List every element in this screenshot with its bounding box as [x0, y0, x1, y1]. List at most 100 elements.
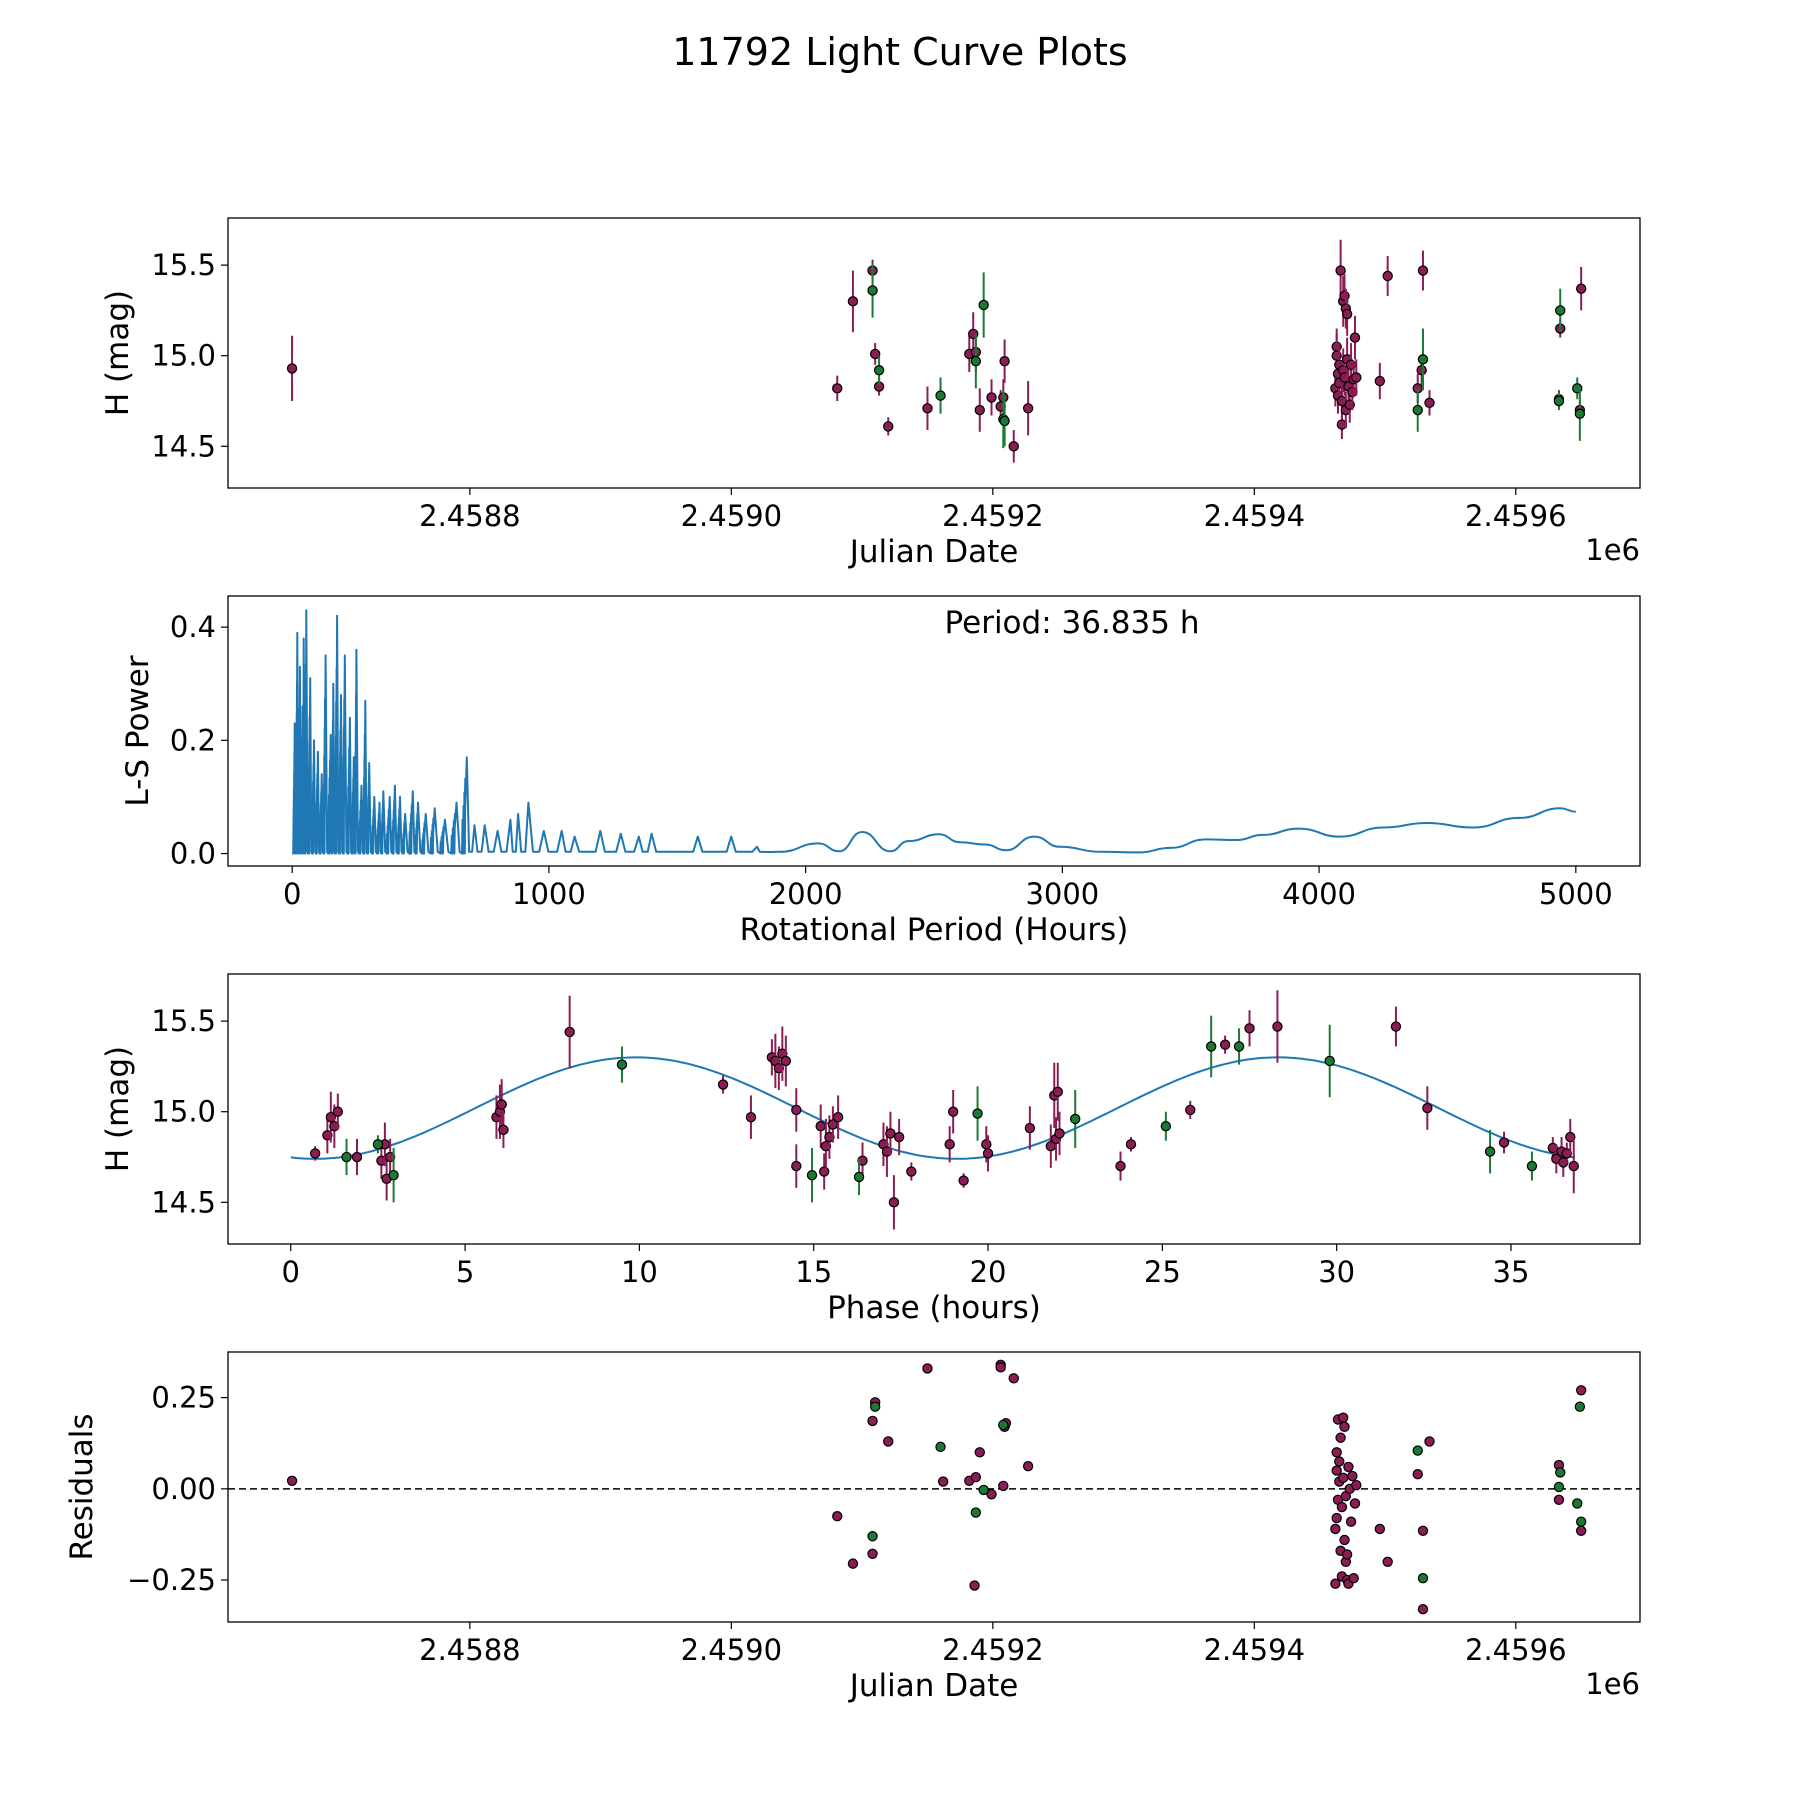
filter-green-point — [873, 365, 885, 376]
periodogram-x-ticks: 0 1000 2000 3000 4000 5000 — [283, 866, 1613, 911]
ls-power-series-line — [292, 609, 1576, 855]
filter-magenta-point — [564, 1026, 575, 1038]
residuals-panel: 2.4588 2.4590 2.4592 2.4594 2.4596 −0.25 0.00… — [64, 1351, 1641, 1704]
filter-magenta-point — [986, 392, 997, 403]
figure-title: 11792 Light Curve Plots — [672, 30, 1127, 74]
filter-magenta-point — [820, 1140, 832, 1152]
lightcurve-y-ticks: 14.5 15.0 15.5 — [151, 248, 228, 463]
filter-magenta-point — [309, 1148, 321, 1159]
filter-green-point — [1324, 1055, 1335, 1067]
filter-green-point — [978, 1484, 989, 1496]
filter-green-point — [867, 1531, 878, 1542]
residuals-axes-frame — [227, 1351, 1641, 1623]
filter-magenta-point — [322, 1130, 333, 1141]
x-tick-label: 2.4592 — [942, 1633, 1043, 1667]
x-tick-label: 2.4588 — [419, 1633, 520, 1667]
filter-green-point — [1233, 1041, 1245, 1052]
filter-magenta-point — [832, 383, 843, 394]
filter-magenta-point — [1334, 1456, 1345, 1467]
filter-magenta-point — [944, 1139, 955, 1150]
filter-magenta-point — [791, 1160, 802, 1172]
periodogram-panel: 0 1000 2000 3000 4000 5000 0.0 0.2 0.4 Period: … — [120, 595, 1641, 948]
filter-magenta-point — [974, 404, 985, 416]
filter-green-point — [978, 299, 989, 311]
filter-magenta-point — [969, 1580, 980, 1591]
filter-green-point — [869, 1401, 881, 1412]
filter-magenta-point — [496, 1099, 507, 1110]
periodogram-y-ticks: 0.0 0.2 0.4 — [170, 610, 228, 871]
x-tick-label: 2.4594 — [1204, 499, 1305, 533]
x-tick-label: 0 — [282, 1255, 300, 1289]
y-tick-label: 15.0 — [151, 339, 216, 373]
x-tick-label: 5000 — [1539, 877, 1613, 911]
lightcurve-y-label: H (mag) — [100, 290, 136, 416]
filter-magenta-point — [1547, 1142, 1559, 1154]
filter-magenta-point — [1331, 1465, 1342, 1476]
y-tick-label: 15.0 — [151, 1095, 216, 1129]
y-tick-label: 15.5 — [151, 248, 216, 282]
x-tick-label: 2.4596 — [1465, 499, 1566, 533]
x-tick-label: 2000 — [769, 877, 843, 911]
y-tick-label: 0.25 — [151, 1381, 216, 1415]
filter-magenta-point — [1565, 1131, 1576, 1143]
filter-magenta-point — [1417, 1604, 1429, 1615]
periodogram-data — [292, 609, 1576, 855]
filter-magenta-point — [883, 421, 894, 432]
phased-y-label: H (mag) — [100, 1046, 136, 1172]
filter-magenta-point — [885, 1128, 896, 1139]
y-tick-label: 0.4 — [170, 610, 216, 644]
filter-green-point — [853, 1171, 865, 1183]
filter-magenta-point — [1339, 1421, 1350, 1432]
filter-magenta-point — [1498, 1137, 1510, 1148]
filter-magenta-point — [958, 1175, 969, 1186]
filter-magenta-point — [1575, 283, 1587, 294]
filter-green-point — [388, 1169, 399, 1181]
residuals-y-ticks: −0.25 0.00 0.25 — [127, 1381, 228, 1597]
x-tick-label: 3000 — [1025, 877, 1099, 911]
filter-green-point — [1574, 1401, 1586, 1412]
residuals-y-label: Residuals — [64, 1413, 100, 1560]
filter-magenta-point — [1351, 372, 1362, 383]
filter-magenta-point — [974, 1447, 985, 1458]
residuals-data — [228, 1359, 1640, 1615]
x-tick-label: 0 — [283, 877, 301, 911]
filter-magenta-point — [922, 403, 933, 414]
filter-magenta-point — [1341, 308, 1353, 320]
filter-magenta-point — [1348, 1573, 1359, 1584]
filter-magenta-point — [1022, 1461, 1034, 1472]
filter-magenta-point — [1272, 1021, 1283, 1032]
filter-magenta-point — [1575, 1525, 1587, 1536]
filter-green-point — [1412, 404, 1423, 416]
filter-green-point — [1417, 354, 1429, 365]
filter-green-point — [1526, 1160, 1538, 1172]
filter-magenta-point — [1345, 1516, 1357, 1527]
filter-magenta-point — [791, 1104, 802, 1116]
filter-green-point — [1484, 1146, 1496, 1157]
filter-magenta-point — [1330, 1523, 1341, 1535]
lightcurve-x-ticks: 2.4588 2.4590 2.4592 2.4594 2.4596 — [419, 488, 1567, 533]
filter-green-point — [970, 355, 982, 367]
filter-green-point — [372, 1139, 384, 1150]
phased-y-ticks: 14.5 15.0 15.5 — [151, 1004, 228, 1219]
filter-magenta-point — [1412, 1469, 1423, 1480]
x-tick-label: 2.4588 — [419, 499, 520, 533]
filter-magenta-point — [922, 1363, 933, 1374]
fit-model-curve — [290, 1056, 1576, 1160]
phased-panel: 0 5 10 15 20 25 30 35 14.5 15.0 15.5 Phase (hours… — [100, 973, 1641, 1326]
phased-axes-frame — [227, 973, 1641, 1245]
filter-magenta-point — [937, 1476, 949, 1487]
filter-magenta-point — [1054, 1128, 1065, 1139]
filter-magenta-point — [1338, 1412, 1349, 1423]
filter-magenta-point — [832, 1111, 844, 1123]
filter-magenta-point — [1022, 403, 1034, 414]
filter-green-point — [935, 390, 946, 401]
filter-magenta-point — [1417, 1525, 1429, 1536]
filter-magenta-point — [745, 1111, 757, 1123]
filter-magenta-point — [883, 1436, 894, 1447]
filter-magenta-point — [999, 355, 1010, 367]
x-tick-label: 35 — [1493, 1255, 1530, 1289]
filter-green-point — [1555, 305, 1566, 316]
filter-magenta-point — [1338, 1472, 1349, 1484]
x-tick-label: 1000 — [512, 877, 586, 911]
